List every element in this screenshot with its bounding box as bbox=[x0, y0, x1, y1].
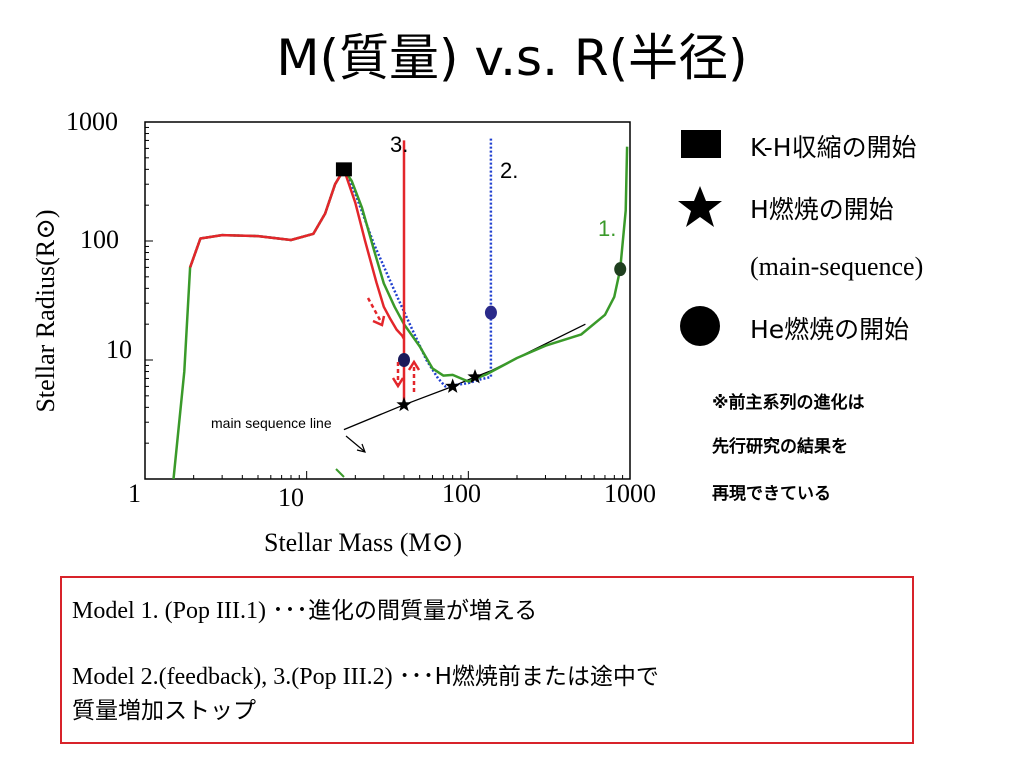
note-line-3: 再現できている bbox=[712, 484, 831, 504]
arrow-green-bottom bbox=[335, 468, 345, 478]
xtick-100: 100 bbox=[442, 479, 481, 508]
xtick-10: 10 bbox=[278, 483, 304, 512]
x-axis-label: Stellar Mass (M⊙) bbox=[264, 528, 462, 557]
minor-ticks bbox=[144, 126, 624, 480]
legend-kh: K-H収縮の開始 bbox=[750, 128, 917, 164]
annotation-1: 1. bbox=[598, 216, 616, 241]
ytick-10: 10 bbox=[106, 335, 132, 364]
page-title: M(質量) v.s. R(半径) bbox=[276, 29, 748, 87]
ytick-1000: 1000 bbox=[66, 107, 118, 136]
summary-box: Model 1. (Pop III.1) ･･･進化の間質量が増える Model… bbox=[60, 576, 914, 744]
series-markers bbox=[335, 162, 627, 412]
note-line-2: 先行研究の結果を bbox=[712, 437, 848, 457]
arrow-msl bbox=[345, 435, 365, 452]
series-line-main-sequence bbox=[343, 323, 586, 431]
h-burning-marker bbox=[396, 396, 412, 412]
summary-dots-2: ･･･ bbox=[398, 664, 435, 690]
arrow-red-down-head bbox=[372, 315, 386, 327]
kh-start-marker bbox=[335, 162, 352, 177]
xtick-1000: 1000 bbox=[604, 479, 656, 508]
summary-line-3: 質量増加ストップ bbox=[72, 698, 256, 724]
h-burning-marker bbox=[467, 369, 483, 384]
legend-h: H燃焼の開始 bbox=[750, 190, 894, 226]
h-burning-marker bbox=[445, 378, 461, 393]
annotation-2: 2. bbox=[500, 158, 518, 183]
y-axis-label: Stellar Radius(R⊙) bbox=[31, 209, 60, 413]
legend-circle-icon bbox=[680, 306, 720, 346]
mass-radius-chart: 3. 2. 1. main sequence line bbox=[144, 121, 631, 480]
note-line-1: ※前主系列の進化は bbox=[712, 393, 865, 413]
legend-star-icon bbox=[678, 186, 722, 227]
he-burning-marker bbox=[397, 353, 410, 367]
arrow-msl-head bbox=[356, 443, 366, 453]
arrow-red-down bbox=[366, 297, 382, 321]
legend-he-label: He燃焼の開始 bbox=[750, 315, 910, 344]
plot-frame bbox=[144, 121, 631, 480]
he-burning-marker bbox=[484, 305, 497, 320]
legend-h-label: H燃焼の開始 bbox=[750, 195, 894, 224]
legend-square-icon bbox=[681, 130, 721, 158]
arrow-red-up-head bbox=[407, 359, 421, 371]
series-line-3 bbox=[188, 140, 406, 405]
arrow-red-left-head bbox=[391, 377, 405, 389]
ytick-100: 100 bbox=[80, 225, 119, 254]
summary-line-1: Model 1. (Pop III.1) ･･･進化の間質量が増える bbox=[72, 596, 537, 626]
summary-text-2: H燃焼前または途中で bbox=[434, 664, 659, 690]
annotation-msl: main sequence line bbox=[211, 415, 332, 431]
legend-h-sub: (main-sequence) bbox=[750, 252, 924, 281]
summary-text-1: 進化の間質量が増える bbox=[307, 598, 538, 624]
legend-he: He燃焼の開始 bbox=[750, 310, 909, 346]
annotation-3: 3. bbox=[390, 132, 408, 157]
he-burning-marker bbox=[614, 262, 627, 277]
legend-kh-label: K-H収縮の開始 bbox=[750, 133, 917, 162]
trend-arrows bbox=[335, 297, 421, 478]
series-lines bbox=[172, 136, 629, 480]
summary-model-1: Model 1. (Pop III.1) bbox=[72, 598, 266, 624]
summary-line-2: Model 2.(feedback), 3.(Pop III.2) ･･･H燃焼… bbox=[72, 662, 659, 692]
summary-dots-1: ･･･ bbox=[271, 598, 308, 624]
xtick-1: 1 bbox=[128, 479, 141, 508]
summary-model-2: Model 2.(feedback), 3.(Pop III.2) bbox=[72, 664, 393, 690]
